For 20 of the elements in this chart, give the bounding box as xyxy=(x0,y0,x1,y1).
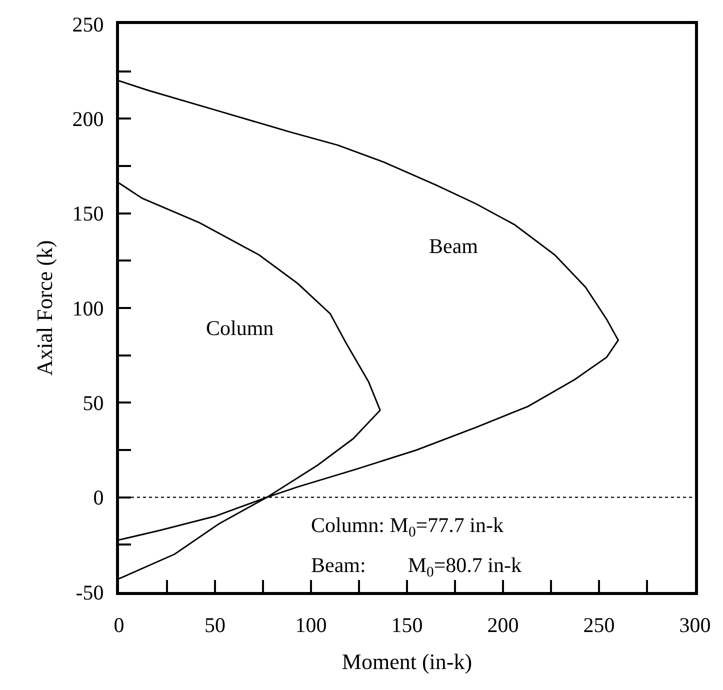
x-tick-label: 200 xyxy=(487,613,519,638)
y-axis-title: Axial Force (k) xyxy=(32,240,58,376)
y-tick-label: -50 xyxy=(76,580,104,604)
x-tick-label: 100 xyxy=(295,613,327,638)
y-tick-label: 150 xyxy=(72,202,104,226)
x-tick-label: 150 xyxy=(391,613,423,638)
y-tick-label: 50 xyxy=(82,391,104,416)
y-tick-label: 200 xyxy=(72,107,104,132)
x-tick-label: 300 xyxy=(679,613,711,638)
x-tick-label: 250 xyxy=(583,613,615,638)
y-tick-label: 100 xyxy=(72,296,104,320)
annotation: Column xyxy=(206,316,274,340)
annotation: Beam: M$_{0}$=80.7 in-k xyxy=(311,553,522,580)
x-tick-label: 50 xyxy=(204,613,226,638)
x-axis-title: Moment (in-k) xyxy=(342,649,472,674)
annotation: Column: M$_{0}$=77.7 in-k xyxy=(311,513,504,540)
annotation: Beam xyxy=(429,234,478,258)
x-tick-label: 0 xyxy=(114,613,124,638)
y-tick-label: 250 xyxy=(72,12,104,36)
y-tick-label: 0 xyxy=(93,486,104,510)
